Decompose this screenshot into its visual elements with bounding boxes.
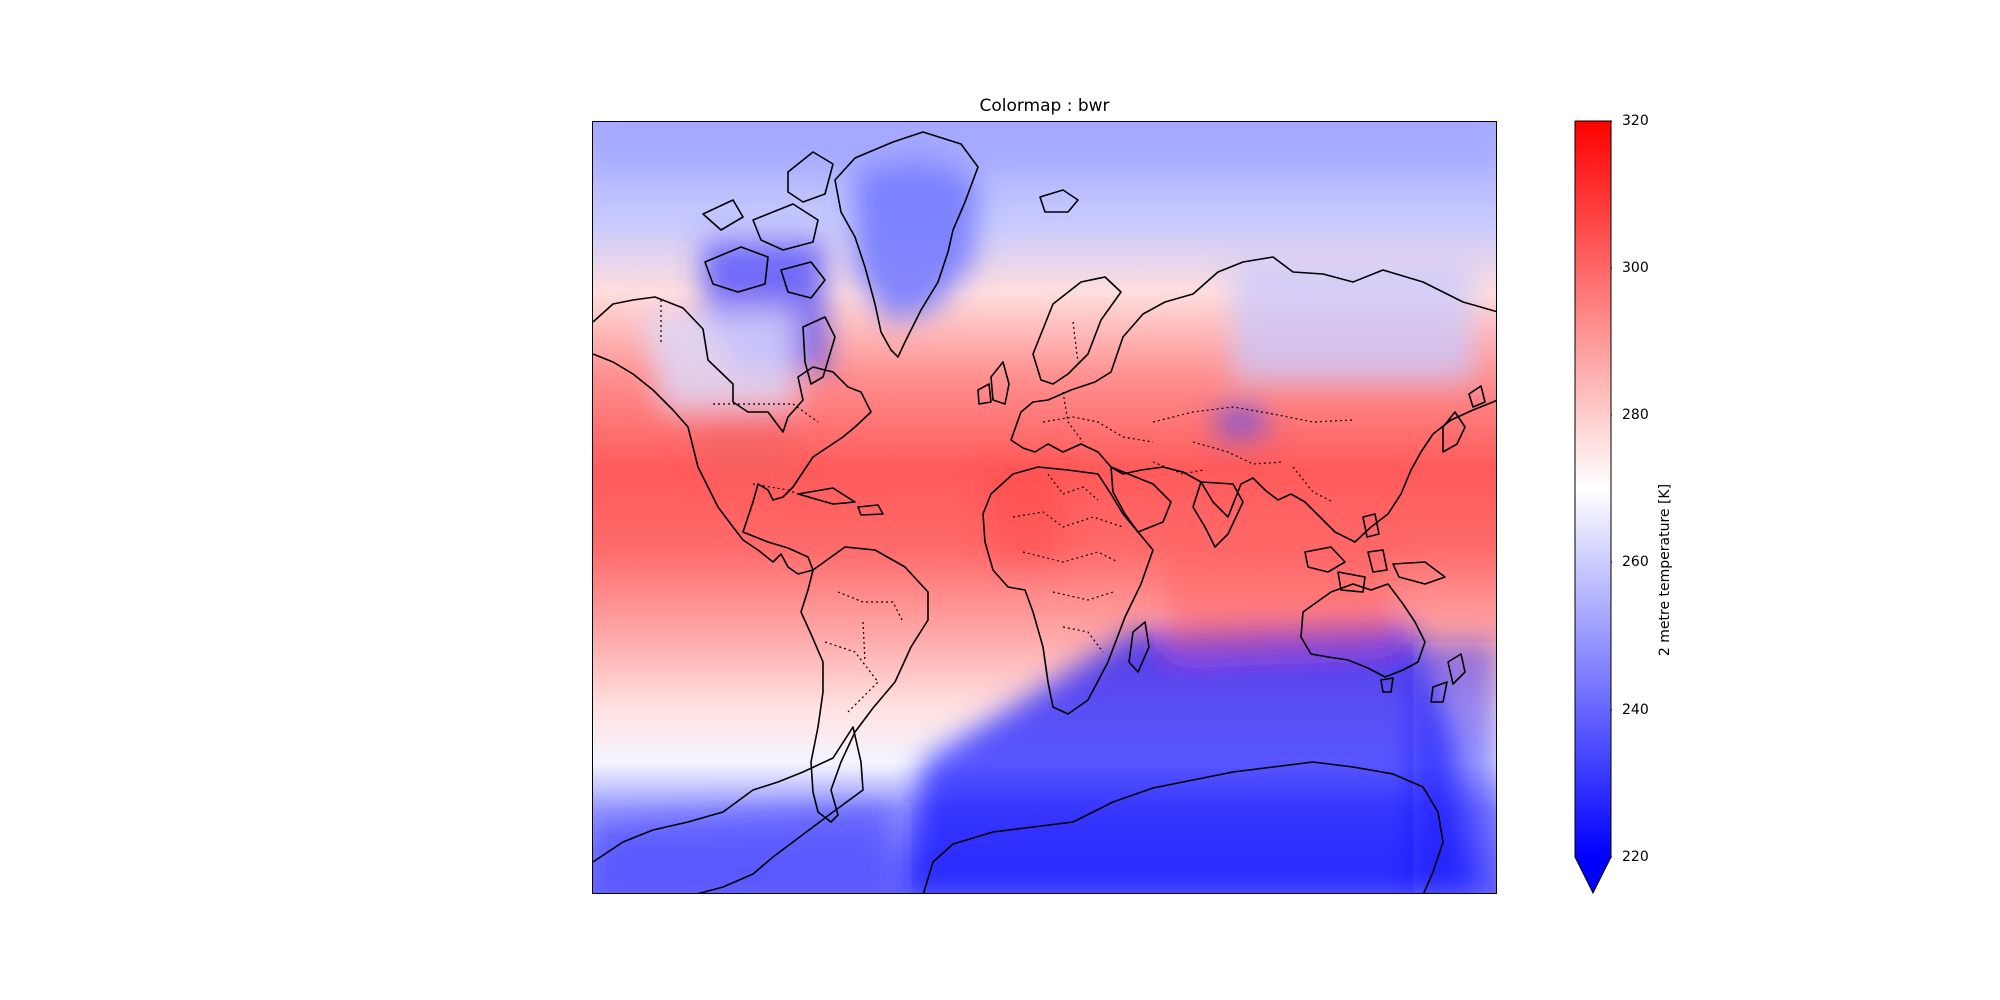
map-panel[interactable] — [592, 121, 1497, 894]
colorbar-gradient — [1575, 121, 1611, 857]
colorbar-outline — [1574, 120, 1612, 895]
map-title: Colormap : bwr — [979, 96, 1110, 116]
colorbar-tick-label: 240 — [1622, 702, 1649, 718]
colorbar-tick-label: 320 — [1622, 113, 1649, 129]
colorbar-tick-label: 280 — [1622, 407, 1649, 423]
country-borders — [660, 300, 1354, 713]
colorbar-label: 2 metre temperature [K] — [1657, 483, 1673, 657]
coastlines — [593, 131, 1496, 893]
colorbar-ticks — [1611, 120, 1612, 858]
colorbar-tick-label: 220 — [1622, 849, 1649, 865]
colorbar-tick-label: 260 — [1622, 554, 1649, 570]
temperature-map — [593, 122, 1496, 893]
colorbar-extend-arrow — [1575, 857, 1611, 893]
colorbar — [1574, 120, 1612, 895]
land-temperature-anomalies — [593, 122, 1496, 893]
colorbar-tick-label: 300 — [1622, 260, 1649, 276]
